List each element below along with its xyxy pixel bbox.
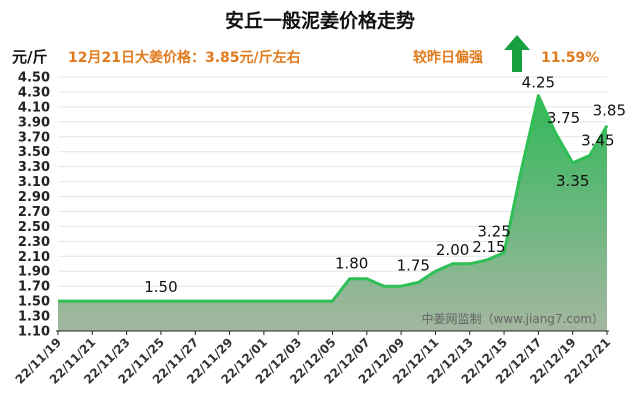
y-tick-label: 3.10 [18, 175, 50, 190]
y-tick-label: 4.10 [18, 100, 50, 115]
y-tick-label: 2.90 [18, 190, 50, 205]
data-labels: 1.50 1.80 1.75 2.00 2.153.25 4.25 3.75 3.35 3.45… [144, 74, 626, 296]
change-label: 较昨日偏强 [413, 49, 483, 66]
up-arrow-icon [504, 35, 530, 72]
y-tick-label: 2.30 [18, 235, 50, 250]
y-tick-label: 1.30 [18, 310, 50, 325]
y-axis-unit: 元/斤 [12, 48, 47, 66]
data-label: 4.25 [522, 74, 555, 92]
price-line [58, 94, 609, 303]
data-label: 1.50 [144, 278, 177, 296]
watermark: 中姜网监制（www.jiang7.com） [422, 311, 604, 326]
data-label: 1.80 [335, 255, 368, 273]
y-tick-label: 1.70 [18, 280, 50, 295]
y-tick-label: 3.50 [18, 145, 50, 160]
change-value: 11.59% [541, 50, 599, 66]
y-tick-label: 2.70 [18, 205, 50, 220]
series-group [58, 94, 609, 331]
data-label: 3.45 [581, 131, 614, 149]
data-label: 1.75 [397, 256, 430, 274]
data-label: 3.25 [477, 223, 510, 241]
data-label: 2.00 [436, 241, 469, 259]
y-tick-label: 3.30 [18, 160, 50, 175]
data-label: 3.75 [547, 109, 580, 127]
y-tick-label: 4.30 [18, 85, 50, 100]
price-area [58, 95, 607, 331]
data-label: 2.15 [472, 238, 505, 256]
y-tick-label: 2.10 [18, 250, 50, 265]
y-tick-label: 3.70 [18, 130, 50, 145]
y-tick-label: 1.50 [18, 295, 50, 310]
y-tick-label: 3.90 [18, 115, 50, 130]
y-tick-label: 1.10 [18, 325, 50, 340]
price-note: 12月21日大姜价格：3.85元/斤左右 [68, 49, 301, 66]
y-tick-label: 2.50 [18, 220, 50, 235]
chart-title: 安丘一般泥姜价格走势 [225, 9, 415, 32]
y-tick-label: 1.90 [18, 265, 50, 280]
data-label: 3.85 [593, 102, 626, 120]
data-label: 3.35 [556, 172, 589, 190]
y-axis-ticks: 4.504.304.103.903.703.503.303.102.902.70… [18, 71, 50, 340]
y-tick-label: 4.50 [18, 71, 50, 86]
x-axis-ticks: 22/11/1922/11/2122/11/2322/11/2522/11/27… [13, 331, 613, 387]
